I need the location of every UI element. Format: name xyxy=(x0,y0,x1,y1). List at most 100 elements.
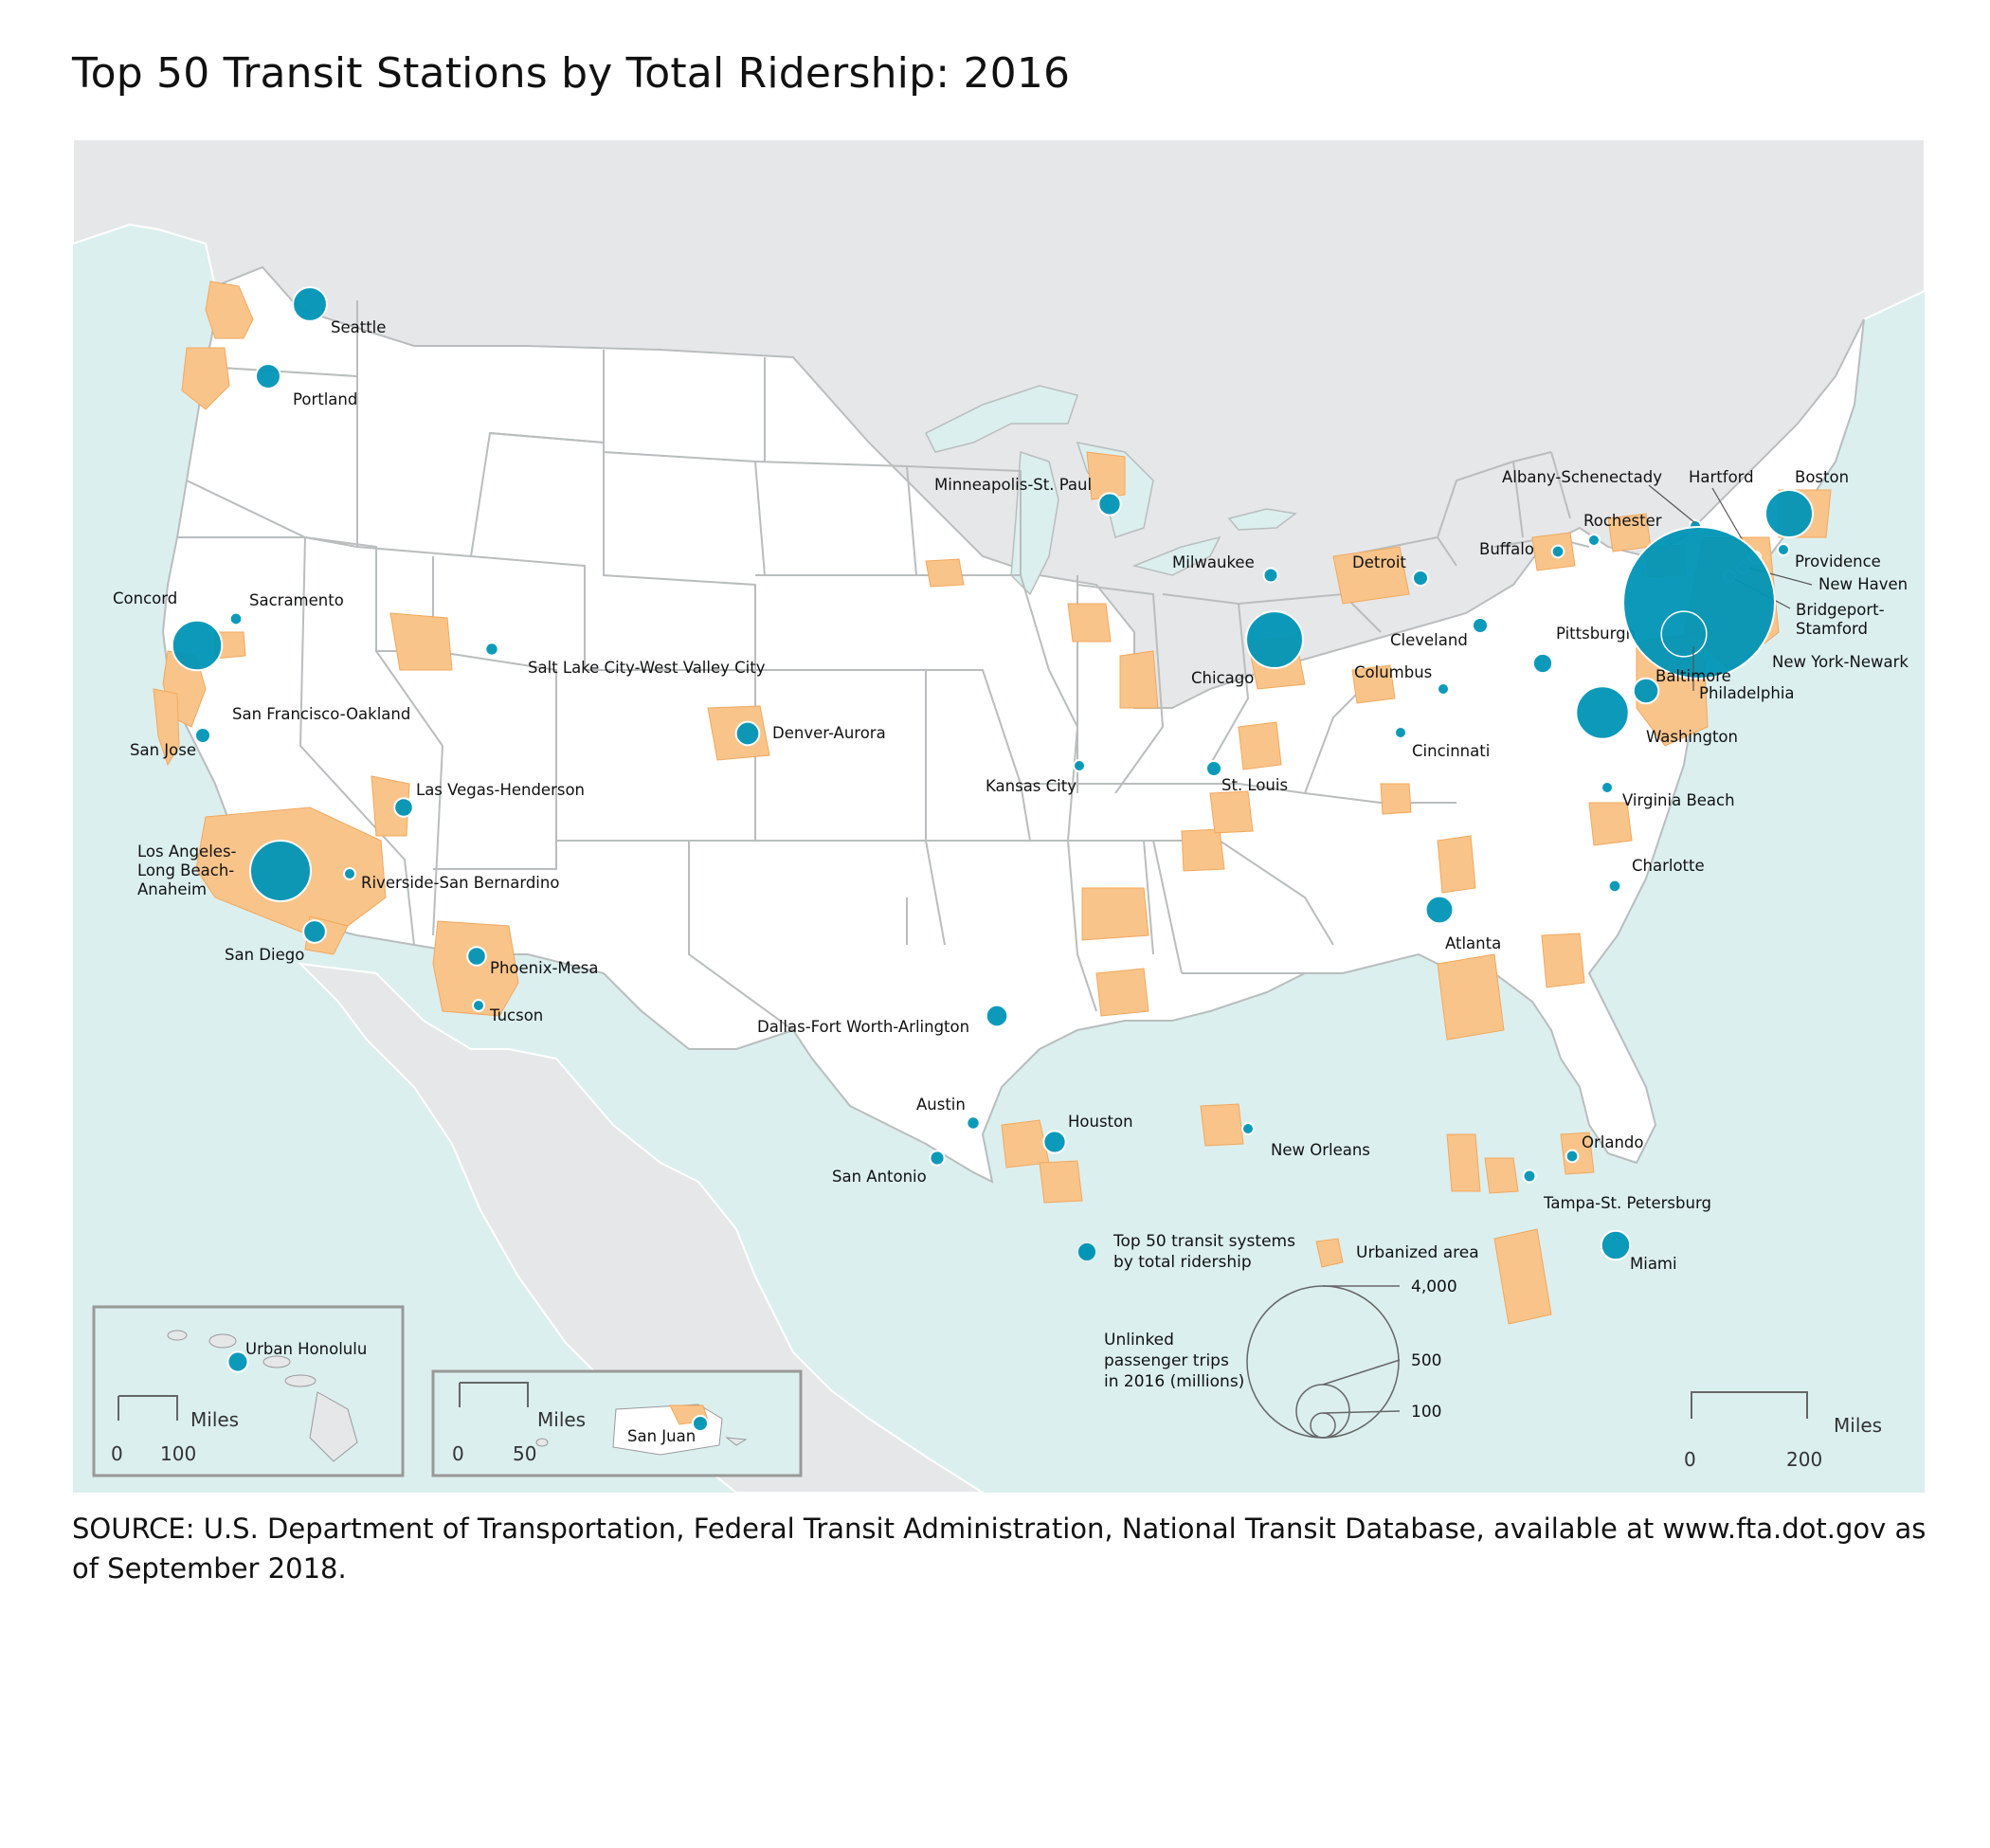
pr-scale-start: 0 xyxy=(452,1442,464,1465)
hawaii-scale-end: 100 xyxy=(160,1442,196,1465)
san-juan-bubble xyxy=(692,1415,709,1432)
sacramento-bubble xyxy=(228,611,244,626)
mexico-land xyxy=(298,962,985,1493)
transit-map: Urban Honolulu Miles 0 100 San Juan Mile… xyxy=(73,139,1925,1493)
new-orleans-label: New Orleans xyxy=(1271,1141,1370,1159)
charlotte-label: Charlotte xyxy=(1632,857,1705,875)
puerto-rico-inset: San Juan Miles 0 50 xyxy=(431,1369,803,1477)
providence-label: Providence xyxy=(1795,553,1881,571)
phoenix-mesa-bubble xyxy=(466,946,487,967)
tucson-label: Tucson xyxy=(489,1006,543,1024)
san-jose-label: San Jose xyxy=(130,741,196,759)
albany-schenectady-leader-line xyxy=(1648,484,1696,524)
portland-bubble xyxy=(255,363,281,390)
philadelphia-bubble xyxy=(1660,610,1708,658)
lake-michigan xyxy=(1010,450,1059,596)
legend-size-title-2: passenger trips xyxy=(1104,1351,1229,1370)
san-juan-label: San Juan xyxy=(627,1427,696,1445)
chicago-bubble xyxy=(1245,610,1304,669)
main-scale-unit: Miles xyxy=(1834,1414,1882,1437)
legend-system-marker xyxy=(1078,1243,1095,1260)
baltimore-label: Baltimore xyxy=(1655,667,1731,685)
lake-ontario xyxy=(1227,508,1297,531)
portland-label: Portland xyxy=(293,390,357,408)
main-scale-end: 200 xyxy=(1786,1448,1822,1471)
salt-lake-city-west-valley-city-bubble xyxy=(484,642,499,657)
denver-aurora-bubble xyxy=(734,720,761,747)
legend-urban-marker xyxy=(1315,1238,1344,1268)
boston-label: Boston xyxy=(1795,468,1849,486)
rochester-label: Rochester xyxy=(1583,512,1662,530)
tampa-st-petersburg-bubble xyxy=(1522,1169,1537,1184)
washington-label: Washington xyxy=(1646,728,1738,746)
las-vegas-henderson-bubble xyxy=(393,797,414,818)
cleveland-bubble xyxy=(1472,617,1489,634)
san-antonio-bubble xyxy=(929,1150,946,1167)
buffalo-bubble xyxy=(1550,544,1565,559)
virginia-beach-bubble xyxy=(1601,781,1614,794)
legend-size-100: 100 xyxy=(1411,1403,1441,1422)
austin-bubble xyxy=(966,1115,981,1131)
pittsburgh-label: Pittsburgh xyxy=(1556,625,1636,643)
kansas-city-label: Kansas City xyxy=(986,777,1076,795)
cincinnati-bubble xyxy=(1394,726,1407,739)
virginia-beach-label: Virginia Beach xyxy=(1622,791,1735,809)
st-louis-bubble xyxy=(1205,760,1222,777)
main-scale-start: 0 xyxy=(1684,1448,1696,1471)
page-title: Top 50 Transit Stations by Total Ridersh… xyxy=(72,49,1071,98)
cleveland-label: Cleveland xyxy=(1390,631,1468,649)
legend-size-500: 500 xyxy=(1411,1351,1441,1370)
kansas-city-bubble xyxy=(1073,759,1086,772)
new-york-newark-bubble xyxy=(1622,526,1776,679)
san-diego-label: San Diego xyxy=(225,946,304,964)
hawaii-inset: Urban Honolulu Miles 0 100 xyxy=(92,1305,405,1477)
san-francisco-oakland-bubble xyxy=(171,619,224,672)
legend-system-label-2: by total ridership xyxy=(1113,1253,1252,1272)
minneapolis-st-paul-label: Minneapolis-St. Paul xyxy=(934,476,1092,494)
detroit-label: Detroit xyxy=(1352,553,1406,571)
hawaii-scale-unit: Miles xyxy=(190,1408,239,1431)
seattle-label: Seattle xyxy=(331,318,386,336)
san-antonio-label: San Antonio xyxy=(832,1168,927,1186)
boston-bubble xyxy=(1764,489,1814,538)
legend-system-label-1: Top 50 transit systems xyxy=(1113,1232,1295,1251)
pittsburgh-bubble xyxy=(1531,652,1554,675)
source-note: SOURCE: U.S. Department of Transportatio… xyxy=(72,1513,1927,1585)
legend: Top 50 transit systems by total ridershi… xyxy=(1078,1232,1479,1439)
pr-scale-end: 50 xyxy=(513,1442,536,1465)
providence-bubble xyxy=(1777,543,1790,556)
washington-bubble xyxy=(1575,685,1630,740)
new-haven-label: New Haven xyxy=(1818,575,1908,593)
lake-erie xyxy=(1131,535,1221,576)
salt-lake-city-west-valley-city-label: Salt Lake City-West Valley City xyxy=(528,659,766,677)
legend-size-4000: 4,000 xyxy=(1411,1277,1457,1296)
philadelphia-label: Philadelphia xyxy=(1699,684,1795,702)
concord-label: Concord xyxy=(113,589,177,607)
tampa-st-petersburg-label: Tampa-St. Petersburg xyxy=(1543,1194,1711,1212)
dallas-fort-worth-arlington-bubble xyxy=(985,1004,1009,1028)
miami-label: Miami xyxy=(1630,1255,1677,1273)
legend-urban-label: Urbanized area xyxy=(1356,1243,1479,1262)
urban-honolulu-bubble xyxy=(226,1350,249,1373)
riverside-san-bernardino-bubble xyxy=(343,867,356,880)
tucson-bubble xyxy=(472,999,485,1012)
baltimore-bubble xyxy=(1632,677,1660,705)
phoenix-mesa-label: Phoenix-Mesa xyxy=(490,959,599,977)
milwaukee-label: Milwaukee xyxy=(1172,553,1255,571)
rochester-bubble xyxy=(1587,534,1601,547)
main-scale-bar xyxy=(1691,1391,1808,1419)
legend-size-title-1: Unlinked xyxy=(1104,1331,1174,1350)
orlando-bubble xyxy=(1565,1149,1580,1164)
orlando-label: Orlando xyxy=(1582,1133,1644,1151)
dallas-fort-worth-arlington-label: Dallas-Fort Worth-Arlington xyxy=(757,1018,969,1036)
austin-label: Austin xyxy=(916,1096,966,1114)
pr-scale-unit: Miles xyxy=(537,1408,586,1431)
st-louis-label: St. Louis xyxy=(1221,776,1288,794)
columbus-bubble xyxy=(1437,682,1450,696)
miami-bubble xyxy=(1600,1229,1632,1261)
albany-schenectady-label: Albany-Schenectady xyxy=(1502,468,1662,486)
bridgeport-stamford-label: Bridgeport-Stamford xyxy=(1796,601,1885,638)
milwaukee-bubble xyxy=(1262,567,1279,584)
lake-superior xyxy=(924,385,1078,453)
legend-size-title-3: in 2016 (millions) xyxy=(1104,1372,1244,1391)
